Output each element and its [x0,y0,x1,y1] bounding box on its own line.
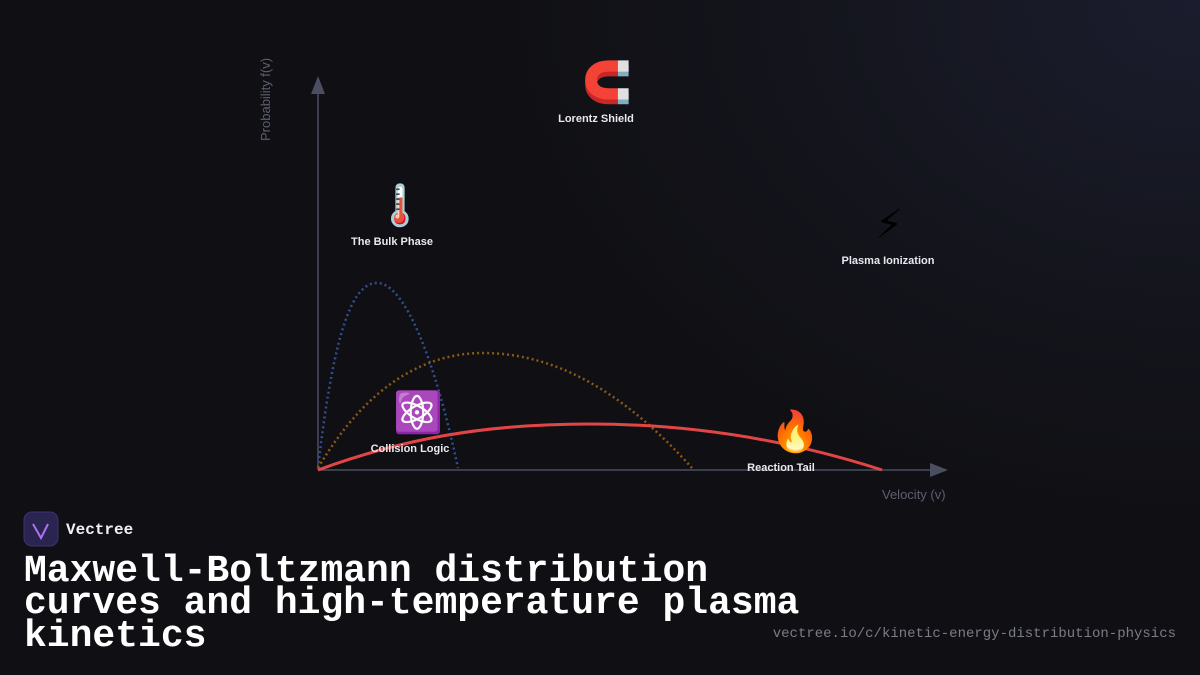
cold-curve [316,281,460,469]
brand-logo-mark [32,523,49,541]
y-axis-label: Probability f(v) [258,58,273,141]
node-icon: ⚡ [875,202,903,248]
brand-name: Vectree [66,521,133,539]
x-axis-label: Velocity (v) [882,487,946,502]
node-label: Lorentz Shield [558,113,634,125]
title-line: curves and high-temperature plasma [24,582,799,625]
node-icon: 🔥 [770,408,820,455]
node-label: Collision Logic [371,443,450,455]
node-icon: ⚛️ [393,389,443,436]
source-url: vectree.io/c/kinetic-energy-distribution… [773,626,1176,642]
x-arrow [930,463,948,477]
node-icon: 🧲 [582,59,632,106]
node-label: Reaction Tail [747,462,815,474]
y-arrow [311,76,325,94]
node-icon: 🌡️ [375,182,425,229]
node-label: Plasma Ionization [842,255,935,267]
node-label: The Bulk Phase [351,236,433,248]
brand-logo [23,511,59,547]
title-line: kinetics [24,615,206,658]
warm-curve [316,351,693,469]
hot-curve [317,422,883,472]
title-line: Maxwell-Boltzmann distribution [24,550,708,593]
